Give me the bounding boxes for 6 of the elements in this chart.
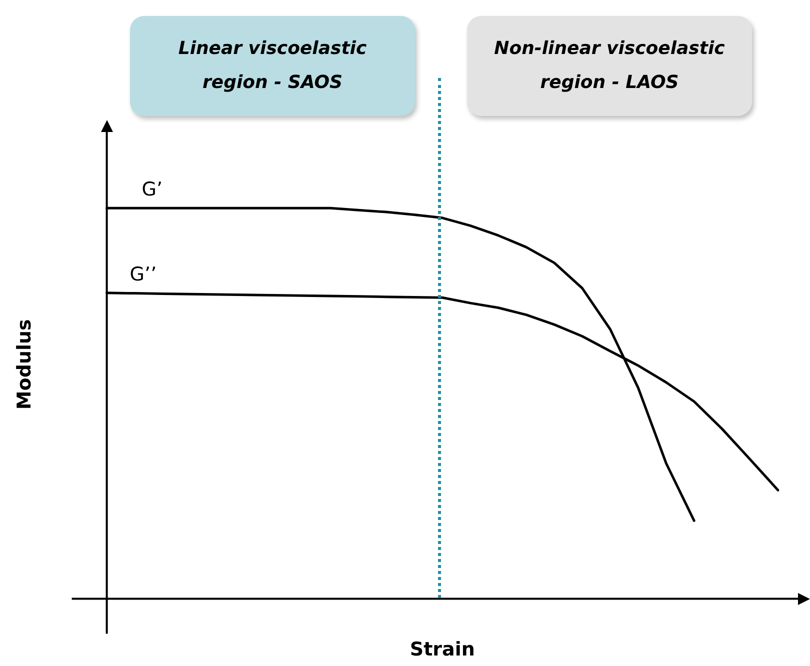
text: Non-linear viscoelastic region - LAOS	[467, 16, 752, 116]
series-label: G’’	[130, 263, 157, 286]
series-label: G’	[142, 178, 163, 201]
y-axis-title: Modulus	[13, 319, 36, 410]
x-axis-title: Strain	[410, 638, 475, 661]
text: Linear viscoelastic region - SAOS	[130, 16, 415, 116]
